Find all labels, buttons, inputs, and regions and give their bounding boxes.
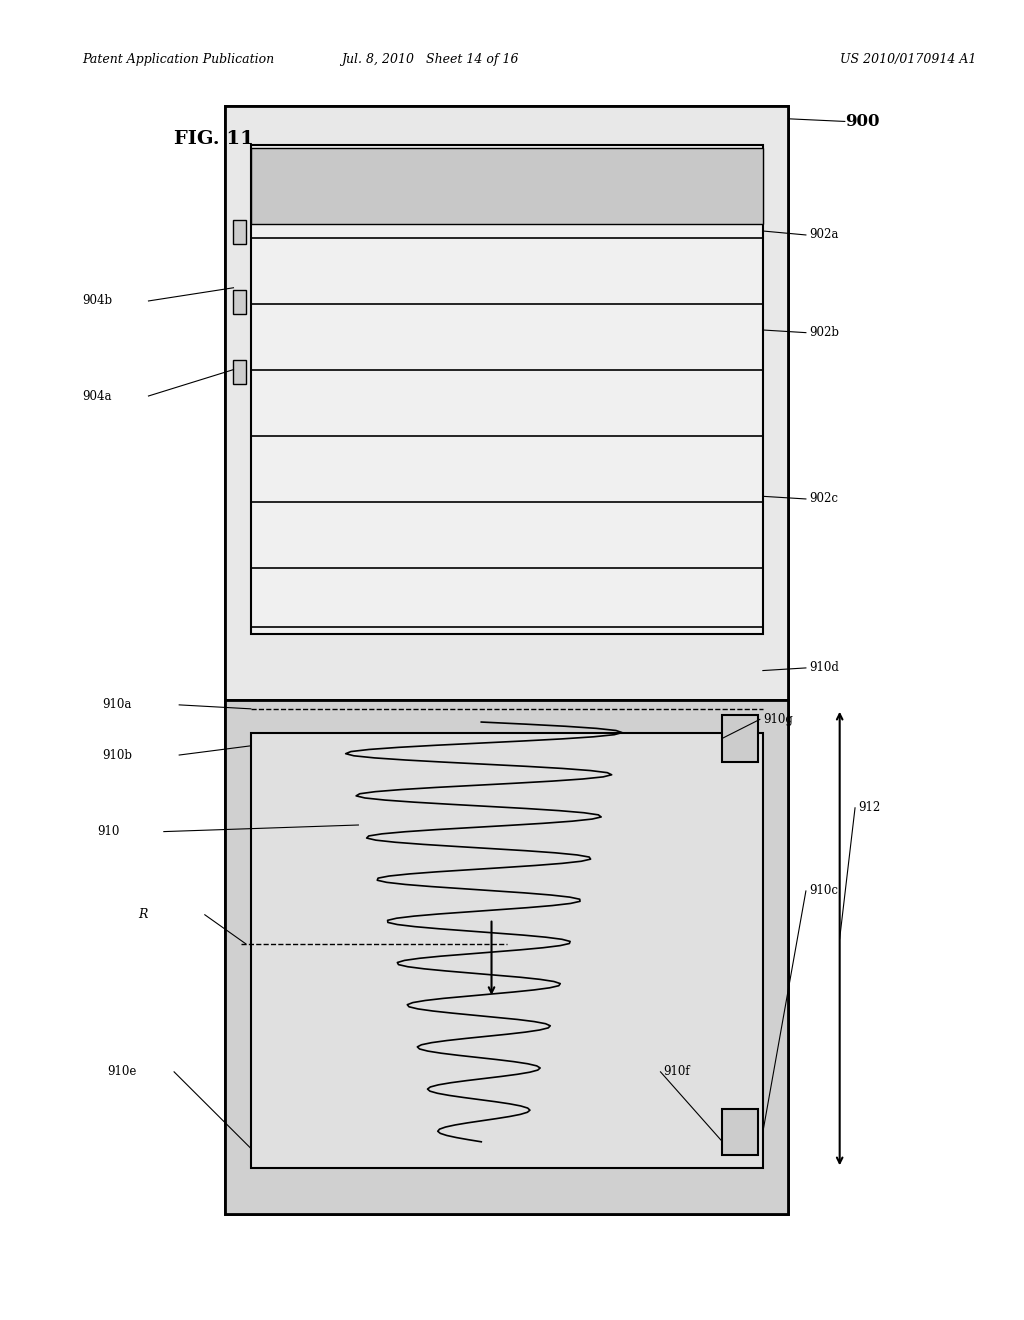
Text: 902a: 902a xyxy=(809,228,839,242)
Bar xyxy=(233,360,246,384)
Bar xyxy=(722,715,758,762)
Bar xyxy=(225,700,788,1214)
Text: 910c: 910c xyxy=(809,884,838,898)
Bar xyxy=(251,733,763,1168)
Bar xyxy=(722,1109,758,1155)
Bar xyxy=(225,106,788,700)
Text: 912: 912 xyxy=(858,801,881,814)
Text: Jul. 8, 2010   Sheet 14 of 16: Jul. 8, 2010 Sheet 14 of 16 xyxy=(341,53,519,66)
Text: 902b: 902b xyxy=(809,326,839,339)
Text: Patent Application Publication: Patent Application Publication xyxy=(82,53,274,66)
Text: 910d: 910d xyxy=(809,661,839,675)
Text: 910a: 910a xyxy=(102,698,132,711)
Text: 900: 900 xyxy=(845,114,880,129)
Text: 910b: 910b xyxy=(102,748,132,762)
Text: FIG. 11: FIG. 11 xyxy=(174,129,254,148)
Text: 904a: 904a xyxy=(82,389,112,403)
Text: 910g: 910g xyxy=(763,713,793,726)
Bar xyxy=(251,148,763,224)
Text: 904b: 904b xyxy=(82,294,112,308)
Text: 910f: 910f xyxy=(664,1065,690,1078)
Text: 910e: 910e xyxy=(108,1065,137,1078)
Text: R: R xyxy=(138,908,147,921)
Text: US 2010/0170914 A1: US 2010/0170914 A1 xyxy=(840,53,976,66)
Bar xyxy=(251,145,763,634)
Text: 910: 910 xyxy=(97,825,120,838)
Bar xyxy=(233,220,246,244)
Text: 902c: 902c xyxy=(809,492,838,506)
Bar xyxy=(225,106,788,1214)
Bar xyxy=(233,290,246,314)
